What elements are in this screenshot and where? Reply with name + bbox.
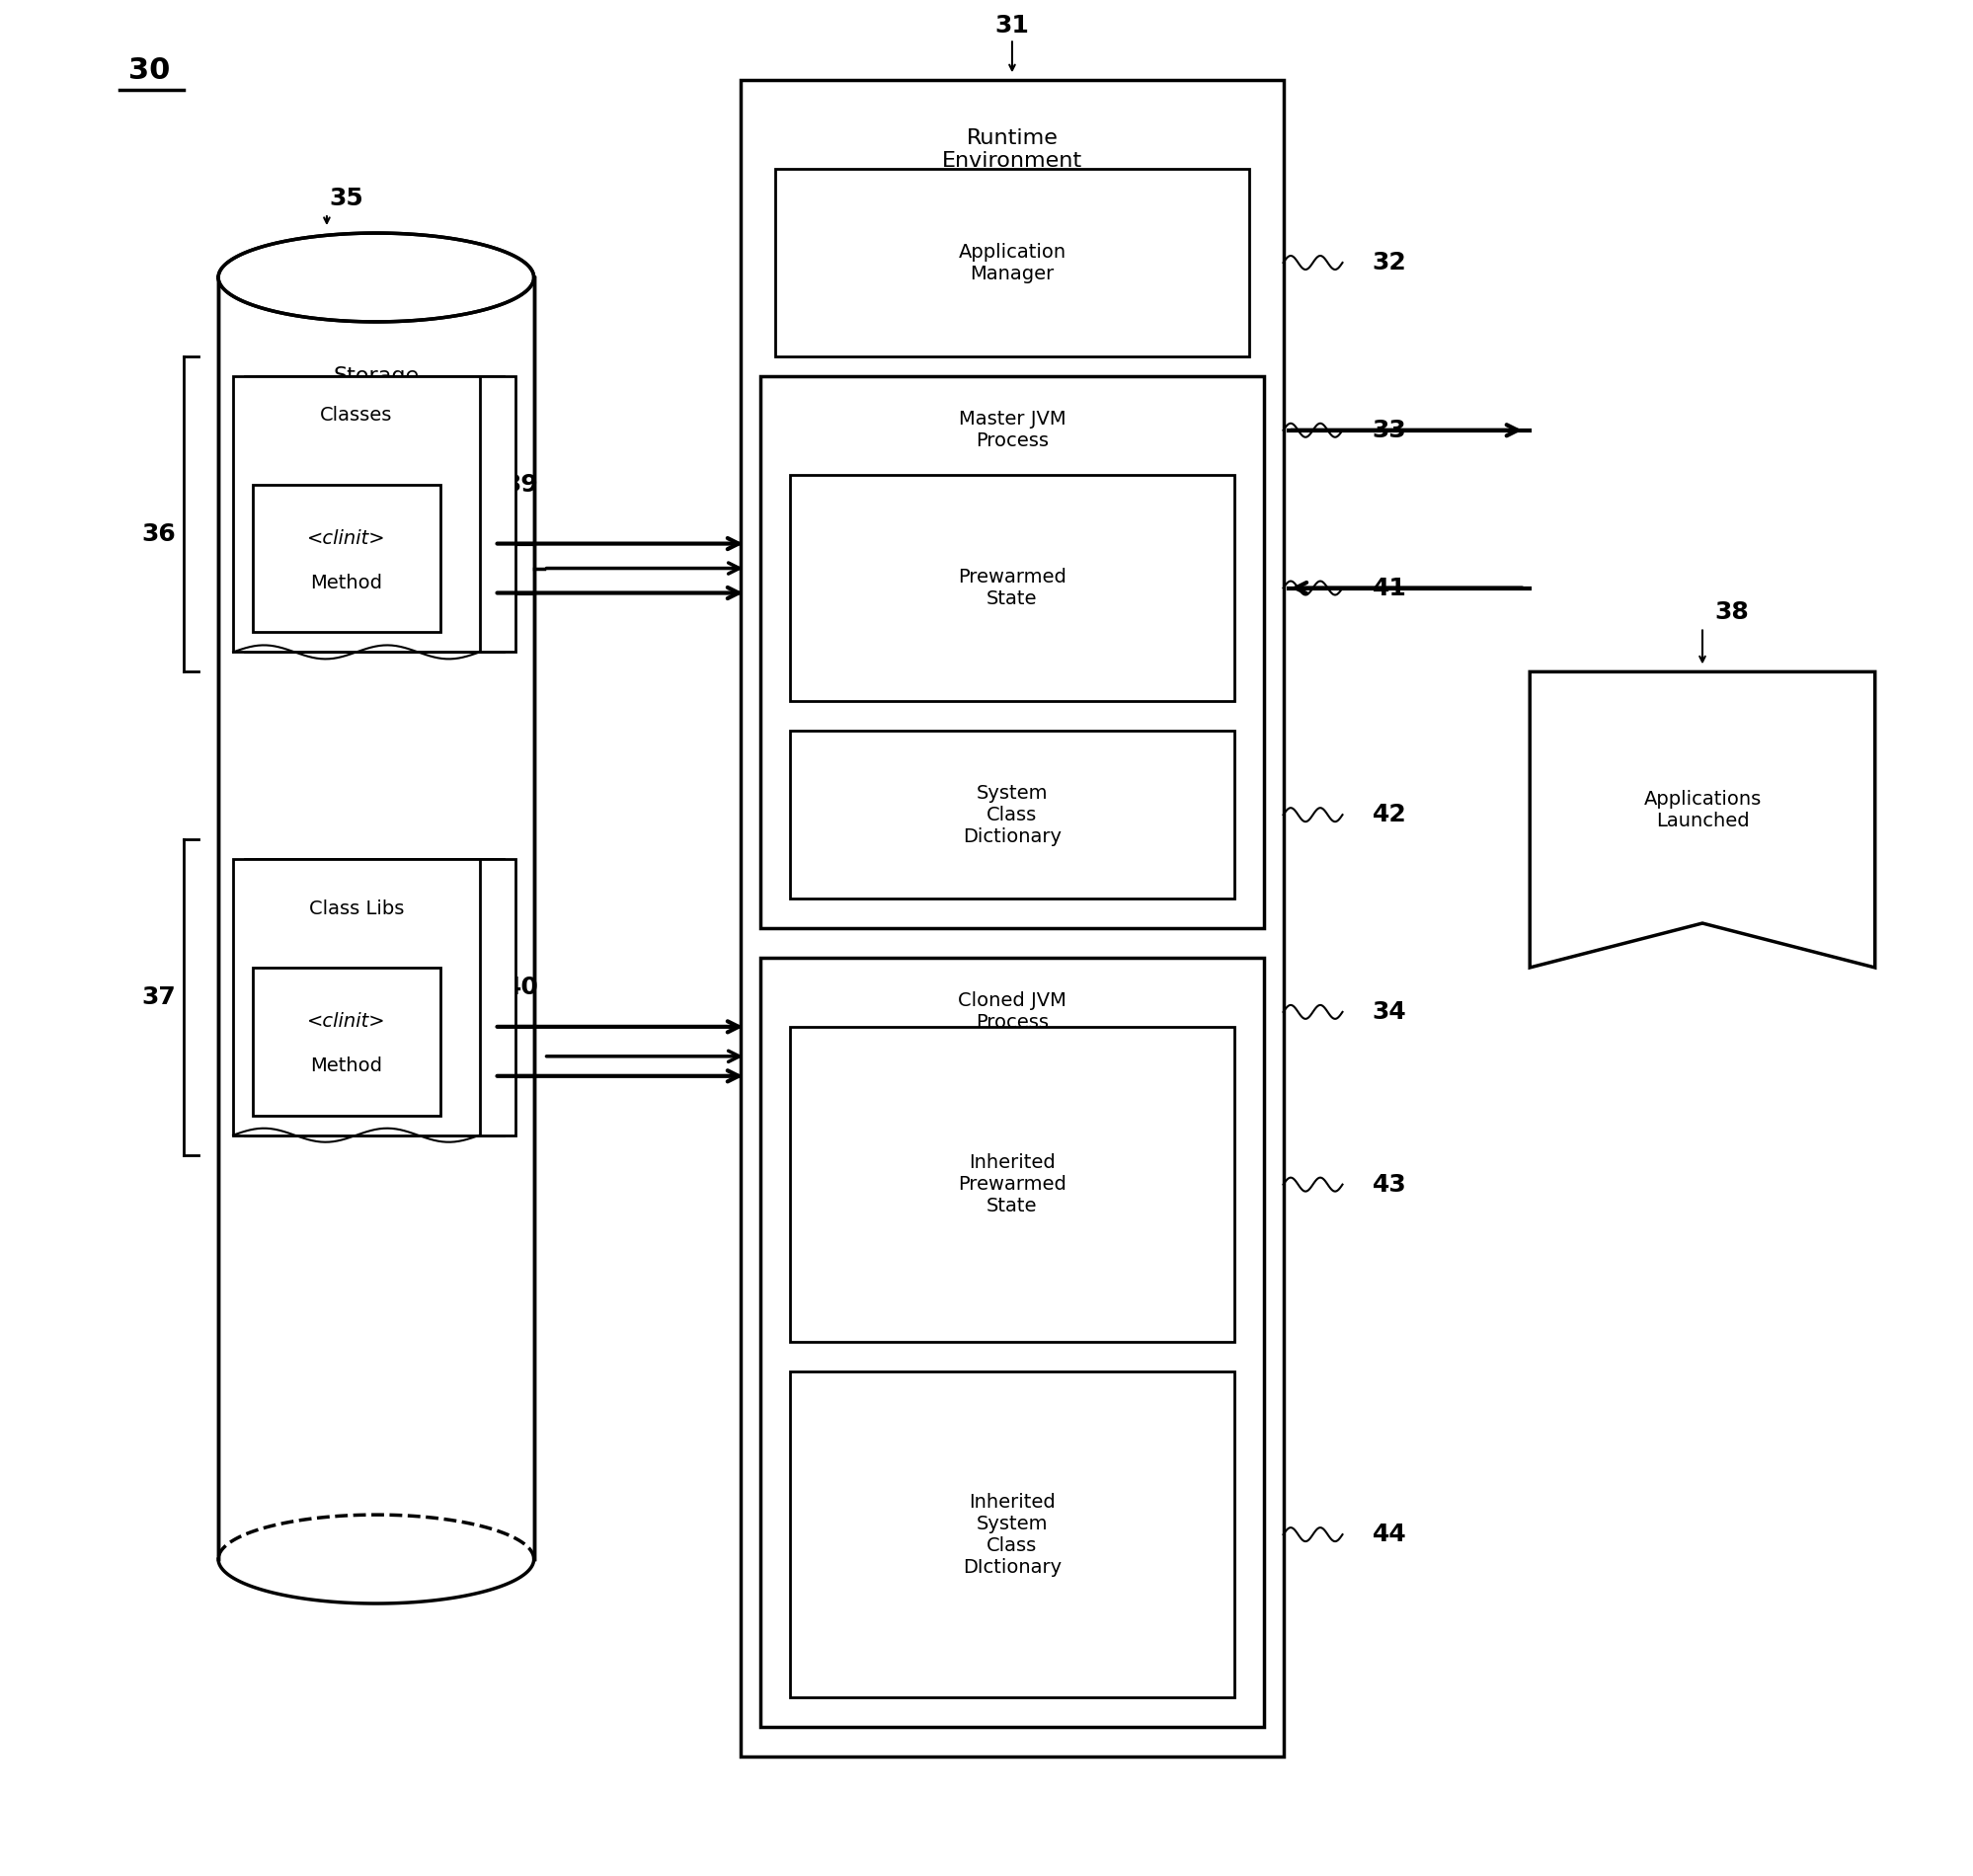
Text: <clinit>: <clinit> [308,1013,387,1032]
Text: System
Class
Dictionary: System Class Dictionary [963,784,1061,846]
Text: Method: Method [310,1056,383,1075]
Bar [219,278,535,1559]
Text: <clinit>: <clinit> [308,529,387,548]
Bar [791,1371,1233,1698]
Ellipse shape [219,233,535,323]
Text: 35: 35 [329,188,363,210]
Text: Prewarmed
State: Prewarmed State [957,568,1065,608]
Text: 37: 37 [142,985,176,1009]
Text: 38: 38 [1715,600,1750,625]
Bar [775,169,1249,356]
Bar [233,859,479,1135]
Text: Inherited
System
Class
DIctionary: Inherited System Class DIctionary [963,1493,1061,1576]
Bar [762,375,1263,929]
Bar [253,484,440,632]
Text: 44: 44 [1371,1523,1407,1546]
Text: Inherited
Prewarmed
State: Inherited Prewarmed State [957,1154,1065,1216]
Text: Class Libs: Class Libs [310,899,404,917]
Text: Application
Manager: Application Manager [959,242,1065,283]
Text: Cloned JVM
Process: Cloned JVM Process [957,992,1065,1032]
Text: 34: 34 [1371,1000,1407,1024]
Bar [253,968,440,1116]
Bar [791,1026,1233,1341]
Text: 31: 31 [994,15,1030,38]
Bar [742,81,1282,1756]
Text: Runtime
Environment: Runtime Environment [941,128,1083,171]
Bar [233,375,479,653]
Bar [268,375,515,653]
Bar [791,732,1233,899]
Text: Applications
Launched: Applications Launched [1644,790,1762,829]
Text: 36: 36 [142,522,176,546]
Text: 42: 42 [1371,803,1407,827]
Text: 40: 40 [505,976,539,1000]
Text: 39: 39 [505,473,539,497]
Text: 33: 33 [1371,418,1407,443]
Text: 43: 43 [1371,1172,1407,1197]
Bar [268,859,515,1135]
Bar [256,375,503,653]
Text: Storage: Storage [333,366,418,386]
Text: 30: 30 [128,56,170,84]
Polygon shape [1529,672,1874,968]
Text: Method: Method [310,574,383,593]
Text: Master JVM
Process: Master JVM Process [959,411,1065,450]
Bar [791,475,1233,702]
Bar [245,375,491,653]
Text: Classes: Classes [320,405,393,424]
Bar [245,859,491,1135]
Bar [256,859,503,1135]
Text: 32: 32 [1371,251,1407,274]
Bar [762,959,1263,1726]
Text: 41: 41 [1371,576,1407,600]
